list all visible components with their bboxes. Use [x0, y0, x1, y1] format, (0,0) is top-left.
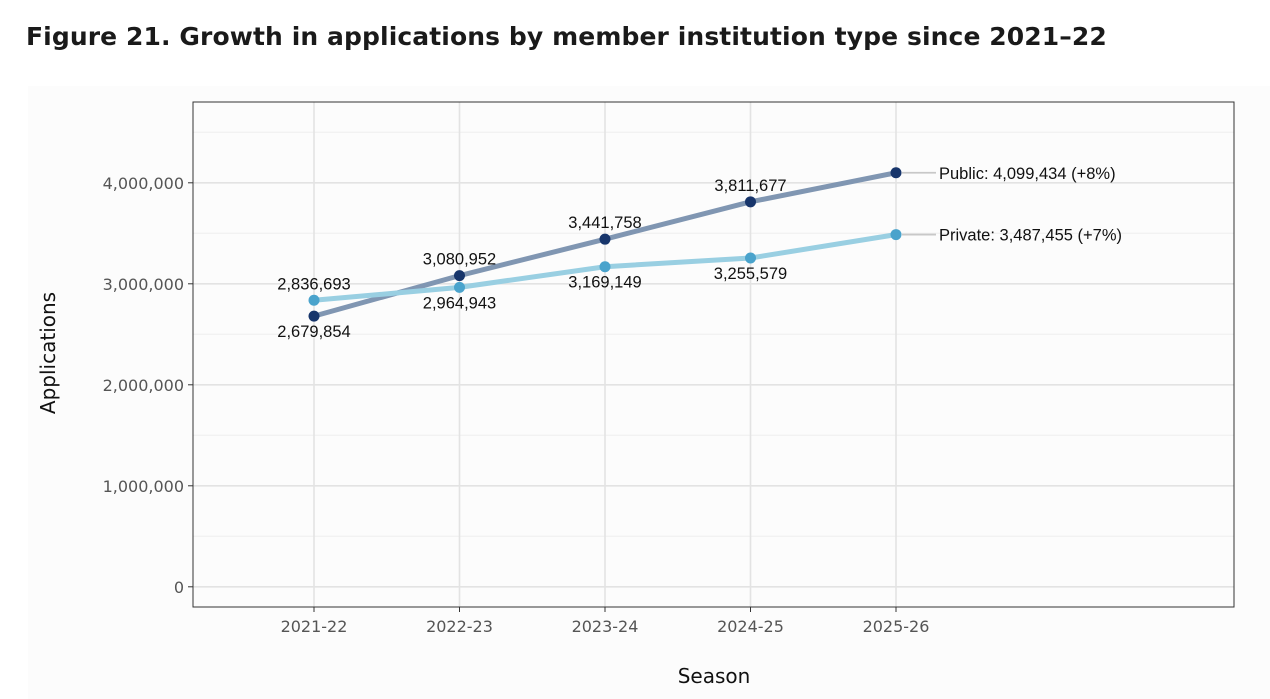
public-data-label: 3,080,952	[423, 251, 496, 269]
y-tick-label: 2,000,000	[103, 376, 184, 395]
y-axis-title: Applications	[36, 292, 60, 414]
public-data-label: 3,811,677	[714, 177, 786, 195]
public-end-label: Public: 4,099,434 (+8%)	[939, 165, 1116, 183]
public-data-label: 2,679,854	[277, 323, 350, 341]
public-point	[745, 196, 756, 208]
private-data-label: 3,255,579	[714, 265, 787, 283]
public-point	[599, 233, 611, 245]
y-tick-label: 1,000,000	[103, 477, 184, 496]
x-tick-label: 2021-22	[281, 617, 348, 636]
y-tick-label: 0	[174, 578, 184, 597]
line-chart: 2,679,854 3,080,952 3,441,758 3,811,677 2,83…	[36, 101, 1235, 688]
y-tick-label: 4,000,000	[103, 174, 184, 193]
end-label-connectors	[902, 171, 936, 236]
x-tick-label: 2023-24	[572, 617, 639, 636]
y-tick-label: 3,000,000	[103, 275, 184, 294]
minor-gridlines	[193, 131, 1234, 537]
private-point	[599, 261, 611, 273]
public-point	[454, 270, 465, 282]
private-point	[308, 294, 320, 306]
x-axis-ticks: 2021-22 2022-23 2023-24 2024-25 2025-26	[281, 607, 930, 636]
figure-title: Figure 21. Growth in applications by mem…	[26, 22, 1107, 51]
private-end-label: Private: 3,487,455 (+7%)	[939, 227, 1122, 245]
plot-panel-border	[192, 101, 1235, 608]
public-point	[890, 167, 902, 179]
private-data-label: 2,964,943	[423, 294, 496, 312]
y-axis-ticks: 0 1,000,000 2,000,000 3,000,000 4,000,000	[103, 174, 193, 597]
private-point	[454, 281, 465, 293]
series-points	[308, 167, 902, 322]
private-data-label: 3,169,149	[568, 274, 641, 292]
x-tick-label: 2025-26	[863, 617, 930, 636]
major-gridlines	[193, 102, 1234, 607]
data-labels: 2,679,854 3,080,952 3,441,758 3,811,677 2,83…	[277, 177, 787, 341]
x-tick-label: 2024-25	[717, 617, 784, 636]
public-data-label: 3,441,758	[568, 214, 641, 232]
public-point	[308, 310, 320, 322]
x-tick-label: 2022-23	[426, 617, 493, 636]
chart-area: 2,679,854 3,080,952 3,441,758 3,811,677 2,83…	[28, 86, 1270, 699]
private-data-label: 2,836,693	[277, 275, 350, 293]
private-point	[890, 229, 902, 241]
private-point	[745, 252, 756, 264]
end-labels: Public: 4,099,434 (+8%) Private: 3,487,45…	[939, 165, 1122, 245]
x-axis-title: Season	[678, 664, 751, 688]
